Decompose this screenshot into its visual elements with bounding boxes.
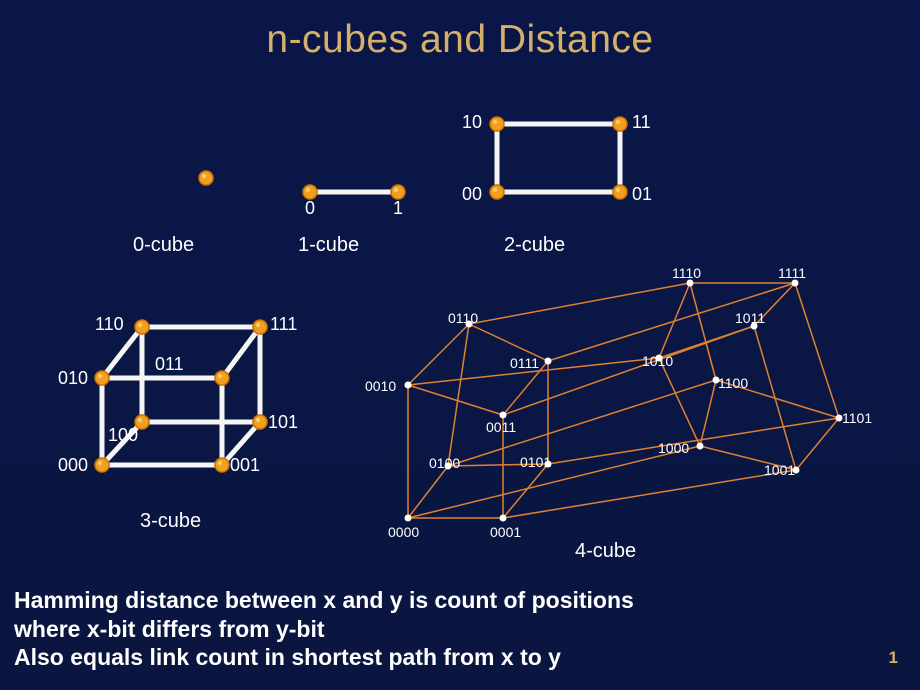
cube4-label: 4-cube	[575, 540, 636, 563]
cube1-n1: 1	[393, 198, 403, 219]
cube3-n101: 101	[268, 412, 298, 433]
bottom-line1: Hamming distance between x and y is coun…	[14, 587, 634, 613]
cube2-label: 2-cube	[504, 234, 565, 257]
cube4-n1011: 1011	[735, 310, 765, 326]
cube4-n0001: 0001	[490, 524, 521, 540]
cube3-n111: 111	[270, 314, 297, 335]
cube3-n110: 110	[95, 314, 124, 335]
cube4-n1010: 1010	[642, 353, 673, 369]
cube3-n100: 100	[108, 425, 138, 446]
cube4-n1000: 1000	[658, 440, 689, 456]
cube4-n0110: 0110	[448, 310, 478, 326]
bottom-text: Hamming distance between x and y is coun…	[14, 586, 634, 672]
cube3-n001: 001	[230, 455, 260, 476]
cube2-n11: 11	[632, 112, 651, 133]
cube0-label: 0-cube	[133, 234, 194, 257]
page-number: 1	[889, 648, 898, 668]
cube3-n000: 000	[58, 455, 88, 476]
cube4-n0011: 0011	[486, 419, 516, 435]
cube4-n0101: 0101	[520, 454, 551, 470]
cube4-n1001: 1001	[764, 462, 795, 478]
cube4-n1101: 1101	[842, 410, 872, 426]
bottom-line3: Also equals link count in shortest path …	[14, 644, 561, 670]
cube2-n10: 10	[462, 112, 482, 133]
cube1-label: 1-cube	[298, 234, 359, 257]
cube4-n0000: 0000	[388, 524, 419, 540]
cube4-n1100: 1100	[718, 375, 748, 391]
cube3-n010: 010	[58, 368, 88, 389]
cube3-label: 3-cube	[140, 510, 201, 533]
cube4-n1110: 1110	[672, 265, 701, 281]
bottom-line2: where x-bit differs from y-bit	[14, 616, 325, 642]
cube4-n1111: 1111	[778, 265, 806, 281]
cube4-n0111: 0111	[510, 355, 539, 371]
cube2-n00: 00	[462, 184, 482, 205]
cube1-n0: 0	[305, 198, 315, 219]
cube4-n0010: 0010	[365, 378, 396, 394]
cube4-n0100: 0100	[429, 455, 460, 471]
cube3-n011: 011	[155, 354, 184, 375]
cube2-n01: 01	[632, 184, 652, 205]
